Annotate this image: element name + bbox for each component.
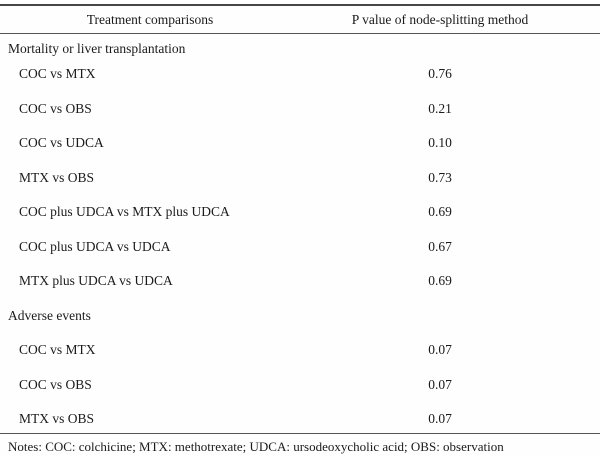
p-value: 0.07 bbox=[428, 411, 452, 426]
column-header-p-value: P value of node-splitting method bbox=[351, 11, 529, 27]
p-value: 0.67 bbox=[428, 238, 452, 254]
comparison-label: MTX vs OBS bbox=[19, 411, 95, 426]
comparison-label: MTX plus UDCA vs UDCA bbox=[19, 273, 173, 288]
table-row: COC vs UDCA 0.10 bbox=[0, 128, 600, 163]
notes-rule bbox=[0, 433, 600, 434]
comparison-label: COC vs UDCA bbox=[19, 135, 104, 150]
table-row: MTX plus UDCA vs UDCA 0.69 bbox=[0, 266, 600, 301]
comparison-label: COC vs MTX bbox=[19, 66, 96, 81]
p-value: 0.76 bbox=[428, 66, 452, 81]
table-header-row: Treatment comparisons P value of node-sp… bbox=[0, 6, 600, 33]
table-body: Mortality or liver transplantation COC v… bbox=[0, 34, 600, 433]
section-header-row: Mortality or liver transplantation bbox=[0, 34, 600, 59]
comparison-label: MTX vs OBS bbox=[19, 169, 95, 185]
comparison-label: COC plus UDCA vs UDCA bbox=[19, 238, 171, 254]
p-value: 0.07 bbox=[428, 342, 452, 357]
comparison-label: COC plus UDCA vs MTX plus UDCA bbox=[19, 204, 230, 219]
top-rule bbox=[0, 4, 600, 6]
p-value: 0.69 bbox=[428, 273, 452, 288]
table-row: COC vs OBS 0.21 bbox=[0, 94, 600, 129]
table-row: COC plus UDCA vs UDCA 0.67 bbox=[0, 232, 600, 267]
table-row: COC vs OBS 0.07 bbox=[0, 370, 600, 405]
table-row: COC plus UDCA vs MTX plus UDCA 0.69 bbox=[0, 197, 600, 232]
table-row: COC vs MTX 0.07 bbox=[0, 335, 600, 370]
header-rule bbox=[0, 33, 600, 34]
table-row: MTX vs OBS 0.07 bbox=[0, 404, 600, 433]
comparison-label: COC vs OBS bbox=[19, 100, 92, 116]
comparison-label: COC vs MTX bbox=[19, 342, 96, 357]
p-value: 0.21 bbox=[428, 100, 452, 116]
section-title: Adverse events bbox=[8, 307, 91, 323]
p-value: 0.10 bbox=[428, 135, 452, 150]
comparison-label: COC vs OBS bbox=[19, 376, 92, 392]
p-value: 0.73 bbox=[428, 169, 452, 185]
p-value: 0.07 bbox=[428, 376, 452, 392]
table-row: COC vs MTX 0.76 bbox=[0, 59, 600, 94]
table-row: MTX vs OBS 0.73 bbox=[0, 163, 600, 198]
column-header-treatment-comparisons: Treatment comparisons bbox=[86, 11, 214, 27]
p-value: 0.69 bbox=[428, 204, 452, 219]
notes-line: Notes: COC: colchicine; MTX: methotrexat… bbox=[8, 439, 504, 454]
section-title: Mortality or liver transplantation bbox=[8, 41, 186, 56]
section-header-row: Adverse events bbox=[0, 301, 600, 336]
